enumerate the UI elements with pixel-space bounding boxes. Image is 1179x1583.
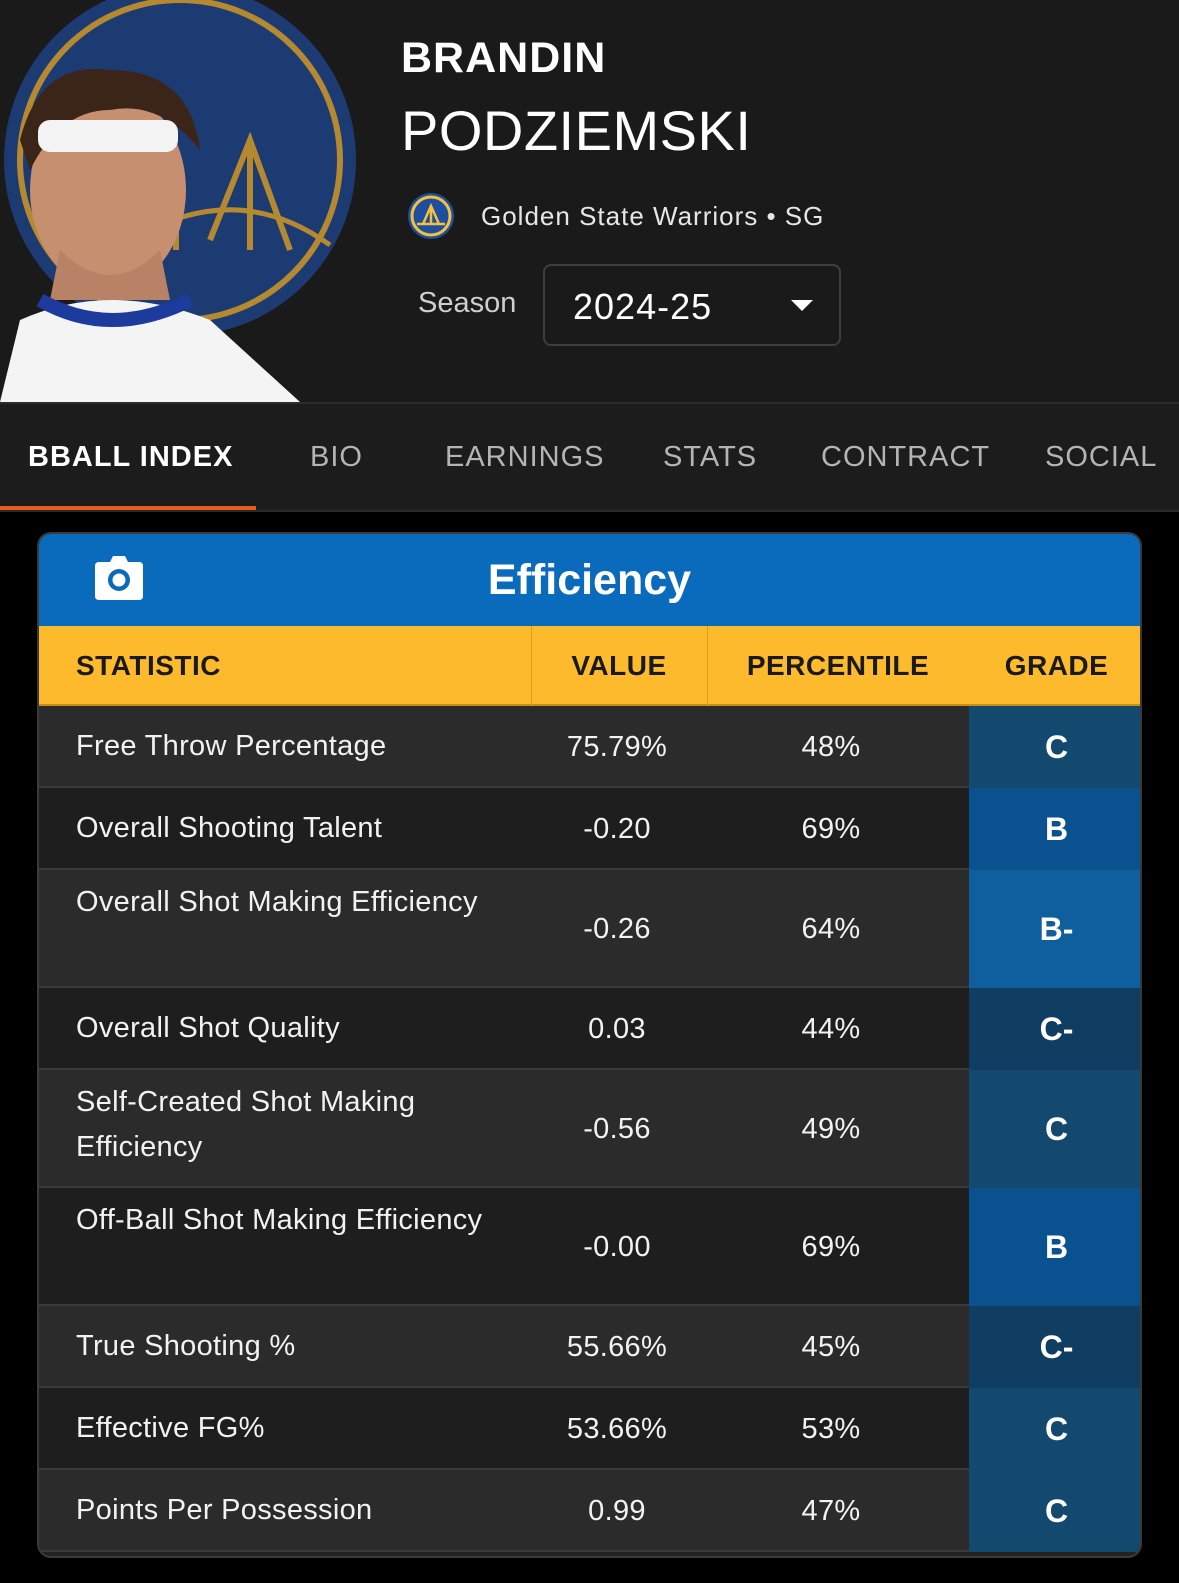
grade-badge: B <box>969 788 1140 870</box>
card-header: Efficiency <box>39 534 1140 626</box>
tab-bball-index[interactable]: BBALL INDEX <box>28 441 234 473</box>
grade-badge: C- <box>969 988 1140 1070</box>
cell-value: -0.56 <box>583 1113 651 1145</box>
grade-badge: C <box>969 1470 1140 1552</box>
season-label: Season <box>418 287 517 319</box>
active-tab-indicator <box>0 506 256 510</box>
table-header: STATISTIC VALUE PERCENTILE GRADE <box>39 626 1140 706</box>
grade-badge: C <box>969 1388 1140 1470</box>
table-row: Overall Shooting Talent -0.20 69% B <box>39 788 1140 870</box>
table-row: Overall Shot Making Efficiency -0.26 64% B- <box>39 870 1140 988</box>
column-header-percentile: PERCENTILE <box>746 650 930 681</box>
column-divider <box>531 626 532 706</box>
cell-statistic: Points Per Possession <box>76 1494 373 1526</box>
cell-percentile: 47% <box>801 1495 861 1527</box>
season-dropdown[interactable]: 2024-25 <box>543 264 841 346</box>
cell-percentile: 44% <box>801 1013 861 1045</box>
table-row: Points Per Possession 0.99 47% C <box>39 1470 1140 1552</box>
player-header: BRANDIN PODZIEMSKI Golden State Warriors… <box>0 0 1179 402</box>
tab-bio[interactable]: BIO <box>310 441 363 473</box>
cell-percentile: 48% <box>801 731 861 763</box>
cell-value: -0.00 <box>583 1231 651 1263</box>
tab-bar: BBALL INDEX BIO EARNINGS STATS CONTRACT … <box>0 402 1179 512</box>
cell-statistic: Overall Shot Quality <box>76 1012 340 1044</box>
tab-social[interactable]: SOCIAL <box>1045 441 1158 473</box>
table-row: Self-Created Shot Making Efficiency -0.56… <box>39 1070 1140 1188</box>
efficiency-card: Efficiency STATISTIC VALUE PERCENTILE GR… <box>37 532 1142 1558</box>
warriors-logo-icon <box>408 193 454 239</box>
cell-value: -0.26 <box>583 913 651 945</box>
grade-badge: B- <box>969 870 1140 988</box>
cell-value: 0.99 <box>588 1495 646 1527</box>
cell-value: -0.20 <box>583 813 651 845</box>
cell-statistic: Overall Shot Making Efficiency <box>76 886 478 918</box>
player-last-name: PODZIEMSKI <box>401 99 752 162</box>
grade-badge: C <box>969 706 1140 788</box>
table-row: Overall Shot Quality 0.03 44% C- <box>39 988 1140 1070</box>
cell-percentile: 64% <box>801 913 861 945</box>
cell-value: 0.03 <box>588 1013 646 1045</box>
camera-icon[interactable] <box>95 556 143 600</box>
grade-badge: B <box>969 1188 1140 1306</box>
team-position: Golden State Warriors • SG <box>481 201 825 231</box>
column-header-value: VALUE <box>571 650 667 681</box>
cell-percentile: 69% <box>801 1231 861 1263</box>
column-header-grade: GRADE <box>1004 650 1109 681</box>
cell-percentile: 69% <box>801 813 861 845</box>
tab-stats[interactable]: STATS <box>663 441 758 473</box>
cell-value: 53.66% <box>566 1413 668 1445</box>
player-first-name: BRANDIN <box>401 34 607 82</box>
column-header-statistic: STATISTIC <box>76 650 222 681</box>
cell-statistic: True Shooting % <box>76 1330 296 1362</box>
grade-badge: C <box>969 1070 1140 1188</box>
table-row: Free Throw Percentage 75.79% 48% C <box>39 706 1140 788</box>
cell-statistic: Overall Shooting Talent <box>76 812 383 844</box>
cell-percentile: 53% <box>801 1413 861 1445</box>
cell-percentile: 45% <box>801 1331 861 1363</box>
table-row: Off-Ball Shot Making Efficiency -0.00 69% B <box>39 1188 1140 1306</box>
grade-badge: C- <box>969 1306 1140 1388</box>
cell-statistic: Self-Created Shot Making Efficiency <box>76 1086 416 1163</box>
cell-statistic: Effective FG% <box>76 1412 265 1444</box>
player-headshot <box>0 0 356 402</box>
cell-value: 55.66% <box>566 1331 668 1363</box>
column-divider <box>707 626 708 706</box>
table-body: Free Throw Percentage 75.79% 48% C Overall S… <box>39 706 1140 1552</box>
cell-percentile: 49% <box>801 1113 861 1145</box>
tab-contract[interactable]: CONTRACT <box>821 441 991 473</box>
cell-statistic: Off-Ball Shot Making Efficiency <box>76 1204 483 1236</box>
tab-earnings[interactable]: EARNINGS <box>445 441 605 473</box>
table-row: Effective FG% 53.66% 53% C <box>39 1388 1140 1470</box>
cell-statistic: Free Throw Percentage <box>76 730 387 762</box>
season-value: 2024-25 <box>573 286 713 327</box>
table-row: True Shooting % 55.66% 45% C- <box>39 1306 1140 1388</box>
card-title: Efficiency <box>487 556 692 604</box>
chevron-down-icon <box>791 300 813 311</box>
cell-value: 75.79% <box>566 731 668 763</box>
